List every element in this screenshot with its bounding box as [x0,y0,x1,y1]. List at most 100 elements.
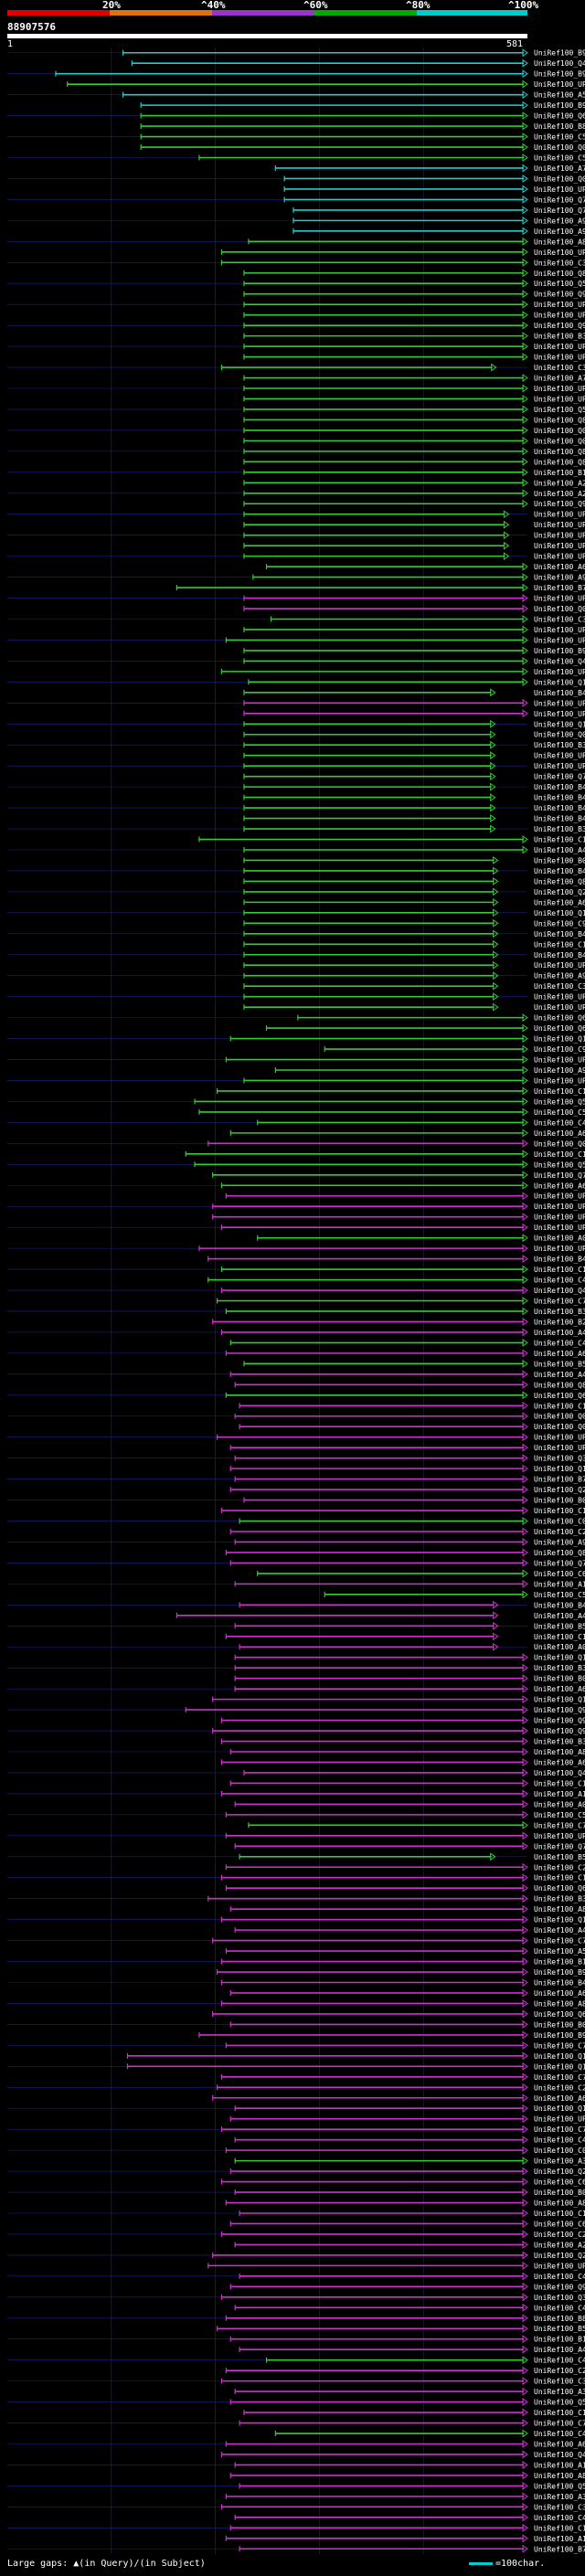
hit-label[interactable]: UniRef100_UP1000... [534,511,585,519]
hit-label[interactable]: UniRef100_A7S284 [534,375,585,383]
hit-label[interactable]: UniRef100_Q5QYB4 [534,2482,585,2490]
hit-label[interactable]: UniRef100_UP1000... [534,385,585,393]
hit-label[interactable]: UniRef100_C5YFG4 [534,154,585,163]
hit-label[interactable]: UniRef100_C1ZTP3 [534,1874,585,1882]
hit-label[interactable]: UniRef100_C1MZY3 [534,836,585,844]
hit-label[interactable]: UniRef100_A8UVD9 [534,2472,585,2480]
hit-label[interactable]: UniRef100_C9U7L5 [534,1045,585,1054]
hit-label[interactable]: UniRef100_B4M5Z8 [534,867,585,875]
hit-label[interactable]: UniRef100_C4QKS2 [534,1118,585,1127]
hit-label[interactable]: UniRef100_Q6ND98 [534,1884,585,1892]
hit-label[interactable]: UniRef100_Q8EYG2 [534,1549,585,1557]
hit-label[interactable]: UniRef100_Q3MDV6 [534,2294,585,2302]
hit-label[interactable]: UniRef100_B4J127 [534,930,585,938]
hit-label[interactable]: UniRef100_B9YIY8 [534,1968,585,1977]
hit-label[interactable]: UniRef100_Q1NLR3 [534,2062,585,2071]
hit-label[interactable]: UniRef100_B4W1D7 [534,1979,585,1988]
hit-label[interactable]: UniRef100_B7W7T0 [534,1476,585,1484]
hit-label[interactable]: UniRef100_Q6QQF6 [534,1014,585,1023]
hit-label[interactable]: UniRef100_Q04P35 [534,1423,585,1431]
hit-label[interactable]: UniRef100_UP1000... [534,595,585,603]
hit-label[interactable]: UniRef100_B0QKP5 [534,2020,585,2029]
hit-label[interactable]: UniRef100_C3UY31 [534,615,585,623]
hit-label[interactable]: UniRef100_C4F7F4 [534,2357,585,2365]
hit-label[interactable]: UniRef100_C1QFX4 [534,2524,585,2532]
hit-label[interactable]: UniRef100_UP1000... [534,80,585,89]
hit-label[interactable]: UniRef100_UP1000... [534,752,585,760]
hit-label[interactable]: UniRef100_Q1AX85 [534,1696,585,1704]
hit-label[interactable]: UniRef100_B4ITN0 [534,804,585,812]
hit-label[interactable]: UniRef100_Q1LED5 [534,678,585,686]
hit-label[interactable]: UniRef100_A4SG28 [534,1926,585,1935]
hit-label[interactable]: UniRef100_B8GB26 [534,2315,585,2323]
hit-label[interactable]: UniRef100_Q1B496 [534,1916,585,1924]
hit-label[interactable]: UniRef100_C4DL73 [534,2136,585,2145]
hit-label[interactable]: UniRef100_Q1JQ07 [534,2104,585,2113]
hit-label[interactable]: UniRef100_Q2LYQ0 [534,888,585,896]
hit-label[interactable]: UniRef100_Q0J069 [534,175,585,183]
hit-label[interactable]: UniRef100_C1ZE95 [534,1402,585,1410]
hit-label[interactable]: UniRef100_A1ERF3 [534,2461,585,2469]
hit-label[interactable]: UniRef100_B3QM07 [534,1308,585,1316]
hit-label[interactable]: UniRef100_C2A8H8 [534,1528,585,1536]
hit-label[interactable]: UniRef100_UP1000... [534,1193,585,1201]
hit-label[interactable]: UniRef100_Q9DI64 [534,500,585,508]
hit-label[interactable]: UniRef100_A9SEG9 [534,574,585,582]
hit-label[interactable]: UniRef100_A6LFR9 [534,1182,585,1190]
hit-label[interactable]: UniRef100_B1WC11 [534,469,585,477]
hit-label[interactable]: UniRef100_Q2YVI2 [534,2252,585,2260]
hit-label[interactable]: UniRef100_A6LEV8 [534,563,585,571]
hit-label[interactable]: UniRef100_Q4RN77 [534,657,585,665]
hit-label[interactable]: UniRef100_A6YBC7 [534,1989,585,1998]
hit-label[interactable]: UniRef100_UP1000... [534,1832,585,1840]
hit-label[interactable]: UniRef100_C4CV56 [534,2514,585,2522]
hit-label[interactable]: UniRef100_C5SAK6 [534,1108,585,1117]
hit-label[interactable]: UniRef100_B0XAY5 [534,856,585,864]
hit-label[interactable]: UniRef100_C1DNL4 [534,1507,585,1515]
hit-label[interactable]: UniRef100_A9L2Z0 [534,972,585,981]
hit-label[interactable]: UniRef100_Q2LW77 [534,1486,585,1494]
hit-label[interactable]: UniRef100_C1W3X3 [534,2210,585,2218]
hit-label[interactable]: UniRef100_A8UVH2 [534,1905,585,1913]
hit-label[interactable]: UniRef100_UP1000... [534,2262,585,2270]
hit-label[interactable]: UniRef100_Q7U8V5 [534,207,585,215]
hit-label[interactable]: UniRef100_Q9PMZ7 [534,1706,585,1714]
hit-label[interactable]: UniRef100_A8JC08 [534,238,585,246]
hit-label[interactable]: UniRef100_C7R2I9 [534,1298,585,1306]
hit-label[interactable]: UniRef100_UP1000... [534,301,585,309]
hit-label[interactable]: UniRef100_UP1000... [534,1214,585,1222]
hit-label[interactable]: UniRef100_A0LG91 [534,1643,585,1651]
hit-label[interactable]: UniRef100_B5XWE2 [534,2325,585,2333]
hit-label[interactable]: UniRef100_B4S5G3 [534,1256,585,1264]
hit-label[interactable]: UniRef100_Q2J3D0 [534,2168,585,2176]
hit-label[interactable]: UniRef100_UP1000... [534,1224,585,1232]
hit-label[interactable]: UniRef100_C4CYL3 [534,2430,585,2438]
hit-label[interactable]: UniRef100_UP1000... [534,636,585,644]
hit-label[interactable]: UniRef100_B9RGS6 [534,70,585,79]
hit-label[interactable]: UniRef100_A4R5N8 [534,846,585,854]
hit-label[interactable]: UniRef100_Q6BCU9 [534,1024,585,1033]
hit-label[interactable]: UniRef100_A2FWE4 [534,2241,585,2249]
hit-label[interactable]: UniRef100_Q5QPH3 [534,280,585,288]
hit-label[interactable]: UniRef100_B4HUM4 [534,794,585,802]
hit-label[interactable]: UniRef100_UP1000... [534,521,585,529]
hit-label[interactable]: UniRef100_UP1000... [534,961,585,970]
hit-label[interactable]: UniRef100_B5W491 [534,1853,585,1861]
hit-label[interactable]: UniRef100_UP1000... [534,993,585,1002]
hit-label[interactable]: UniRef100_A1WE45 [534,2535,585,2543]
hit-label[interactable]: UniRef100_C1F3B7 [534,1087,585,1096]
hit-label[interactable]: UniRef100_UP1000... [534,532,585,540]
hit-label[interactable]: UniRef100_A6DLD2 [534,1758,585,1766]
hit-label[interactable]: UniRef100_A4HCR9 [534,1329,585,1337]
hit-label[interactable]: UniRef100_Q1NSY8 [534,2052,585,2061]
hit-label[interactable]: UniRef100_B3S2N4 [534,333,585,341]
hit-label[interactable]: UniRef100_C6WF99 [534,2220,585,2228]
hit-label[interactable]: UniRef100_A0L5Y6 [534,1235,585,1243]
hit-label[interactable]: UniRef100_UP1000... [534,1076,585,1085]
hit-label[interactable]: UniRef100_Q49063 [534,59,585,68]
hit-label[interactable]: UniRef100_B4LHB4 [534,951,585,959]
hit-label[interactable]: UniRef100_A9UUQ0 [534,1066,585,1075]
hit-label[interactable]: UniRef100_A1BEQ9 [534,1790,585,1798]
hit-label[interactable]: UniRef100_UP1000... [534,395,585,403]
hit-label[interactable]: UniRef100_UP1000... [534,542,585,550]
